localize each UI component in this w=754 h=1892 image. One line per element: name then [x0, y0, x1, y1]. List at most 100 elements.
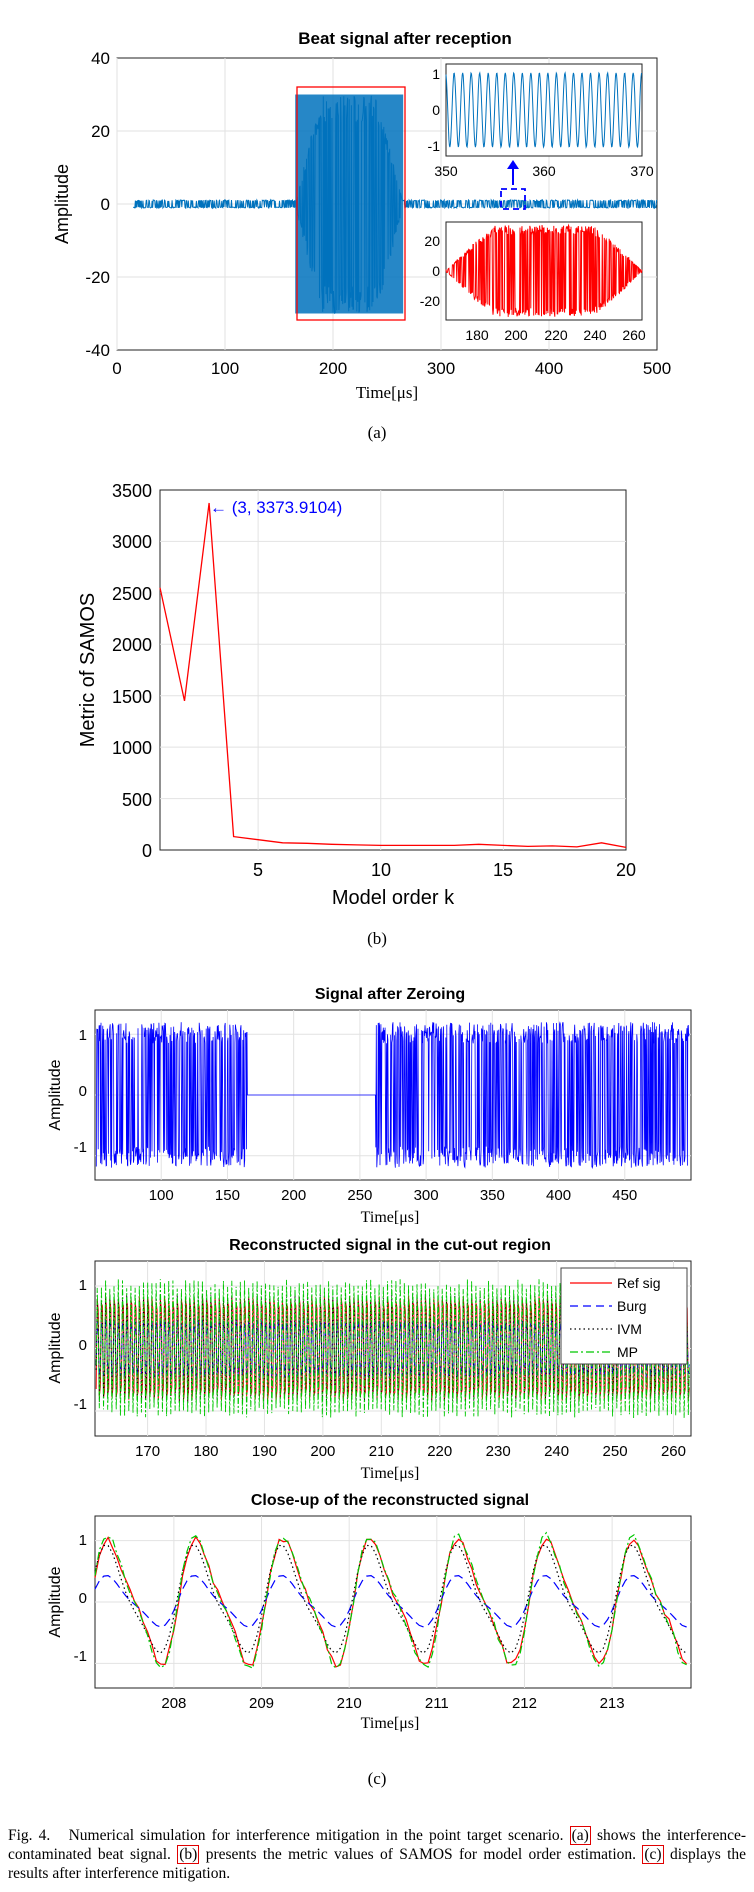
ytick-label: 3000	[112, 532, 152, 552]
xtick-label: 100	[211, 359, 239, 378]
xtick-label: 300	[414, 1187, 439, 1204]
y-axis-label: Amplitude	[47, 1312, 64, 1383]
xtick-label: 212	[512, 1695, 537, 1712]
xtick-label: 180	[194, 1443, 219, 1460]
panel-b: ← (3, 3373.9104) 3500 3000 2500 2000 150…	[77, 481, 636, 948]
xtick-label: 211	[425, 1695, 449, 1712]
legend-burg-label: Burg	[617, 1298, 647, 1314]
inset-top-ytick: 1	[432, 66, 440, 82]
caption-ref-a[interactable]: (a)	[569, 1826, 591, 1845]
xtick-label: 210	[337, 1695, 362, 1712]
panel-a: Beat signal after reception 350 360 370 …	[52, 29, 671, 442]
inset-top-xtick: 370	[630, 163, 654, 179]
caption-fig-number: Fig. 4.	[8, 1827, 51, 1844]
inset-bottom-trace	[445, 223, 643, 317]
xtick-label: 10	[371, 860, 391, 880]
xtick-label: 170	[135, 1443, 160, 1460]
ytick-label: 0	[79, 1337, 87, 1354]
ytick-label: -1	[74, 1648, 87, 1665]
ytick-label: 1000	[112, 738, 152, 758]
xtick-label: 100	[149, 1187, 174, 1204]
x-axis-label: Time[μs]	[361, 1465, 420, 1482]
xtick-label: 500	[643, 359, 671, 378]
ytick-label: 0	[101, 195, 110, 214]
xtick-label: 300	[427, 359, 455, 378]
interference-highlight-box	[296, 86, 406, 321]
peak-annotation: ← (3, 3373.9104)	[210, 498, 342, 517]
legend-box	[560, 1267, 688, 1365]
x-axis-label: Time[μs]	[361, 1715, 420, 1732]
inset-bottom-ytick: 20	[424, 233, 440, 249]
ytick-label: -1	[74, 1396, 87, 1413]
figure-caption: Fig. 4. Numerical simulation for interfe…	[8, 1826, 746, 1883]
inset-bottom-wave	[445, 223, 643, 317]
inset-bottom-xtick: 200	[504, 327, 528, 343]
burg-closeup-trace	[94, 1574, 687, 1628]
xtick-label: 400	[546, 1187, 571, 1204]
ref-sig-closeup-trace	[94, 1535, 688, 1668]
panel-b-grid	[160, 490, 626, 850]
zoom-marker	[500, 160, 526, 210]
ytick-label: 1	[79, 1532, 87, 1549]
ytick-label: -40	[85, 341, 110, 360]
x-axis-label: Model order k	[332, 887, 455, 909]
xtick-label: 260	[661, 1443, 686, 1460]
inset-bottom-ytick: 0	[432, 263, 440, 279]
caption-ref-b[interactable]: (b)	[177, 1845, 200, 1864]
inset-bottom-xtick: 220	[544, 327, 568, 343]
interference-burst	[295, 94, 404, 314]
xtick-label: 230	[486, 1443, 511, 1460]
ytick-label: 0	[142, 841, 152, 861]
caption-text: shows the interference-contaminated beat…	[8, 1827, 747, 1863]
zeroed-signal-trace	[95, 1021, 690, 1169]
legend-ivm-label: IVM	[617, 1321, 642, 1337]
xtick-label: 220	[427, 1443, 452, 1460]
zeroing-xticks: 100 150 200 250 300 350 400 450	[149, 1187, 638, 1204]
ytick-label: 2000	[112, 635, 152, 655]
inset-bottom-xtick: 260	[622, 327, 646, 343]
zeroing-signal	[95, 1021, 690, 1169]
panel-c-zeroing: Signal after Zeroing 1 0 -1 100 150 200 250…	[47, 986, 692, 1226]
ytick-label: 500	[122, 790, 152, 810]
zeroing-title: Signal after Zeroing	[315, 986, 465, 1003]
y-axis-label: Amplitude	[47, 1566, 64, 1637]
inset-top-ytick: -1	[428, 138, 441, 154]
xtick-label: 190	[252, 1443, 277, 1460]
xtick-label: 450	[612, 1187, 637, 1204]
zoom-region-box	[500, 188, 526, 210]
ytick-label: -20	[85, 268, 110, 287]
ytick-label: 1500	[112, 687, 152, 707]
panel-c-closeup: Close-up of the reconstructed signal 1 0…	[47, 1492, 692, 1788]
inset-top-trace	[445, 71, 642, 149]
closeup-grid	[95, 1516, 691, 1688]
legend-mp-label: MP	[617, 1344, 638, 1360]
inset-top-wave	[445, 71, 642, 149]
xtick-label: 5	[253, 860, 263, 880]
ytick-label: 1	[79, 1027, 87, 1044]
closeup-xticks: 208 209 210 211 212 213	[161, 1695, 624, 1712]
panel-label: (c)	[368, 1769, 387, 1788]
samos-metric-line	[159, 502, 627, 849]
panel-a-title: Beat signal after reception	[298, 29, 512, 48]
inset-bottom: 180 200 220 240 260 20 0 -20	[420, 221, 646, 343]
reconstructed-xticks: 170 180 190 200 210 220 230 240 250 260	[135, 1443, 686, 1460]
closeup-title: Close-up of the reconstructed signal	[251, 1492, 529, 1509]
xtick-label: 400	[535, 359, 563, 378]
inset-bottom-xtick: 240	[583, 327, 607, 343]
xtick-label: 210	[369, 1443, 394, 1460]
xtick-label: 15	[493, 860, 513, 880]
caption-ref-c[interactable]: (c)	[642, 1845, 664, 1864]
figure-canvas: Beat signal after reception 350 360 370 …	[47, 29, 692, 1788]
xtick-label: 208	[161, 1695, 186, 1712]
closeup-signal	[94, 1531, 688, 1670]
inset-top-ytick: 0	[432, 102, 440, 118]
panel-b-axes	[159, 489, 627, 851]
panel-a-signal	[132, 94, 658, 314]
ytick-label: 0	[79, 1590, 87, 1607]
x-axis-label: Time[μs]	[361, 1209, 420, 1226]
ytick-label: 40	[91, 49, 110, 68]
x-axis-label: Time[μs]	[356, 383, 418, 402]
inset-top-xtick: 360	[532, 163, 556, 179]
xtick-label: 200	[281, 1187, 306, 1204]
caption-text: presents the metric values of SAMOS for …	[205, 1846, 637, 1863]
